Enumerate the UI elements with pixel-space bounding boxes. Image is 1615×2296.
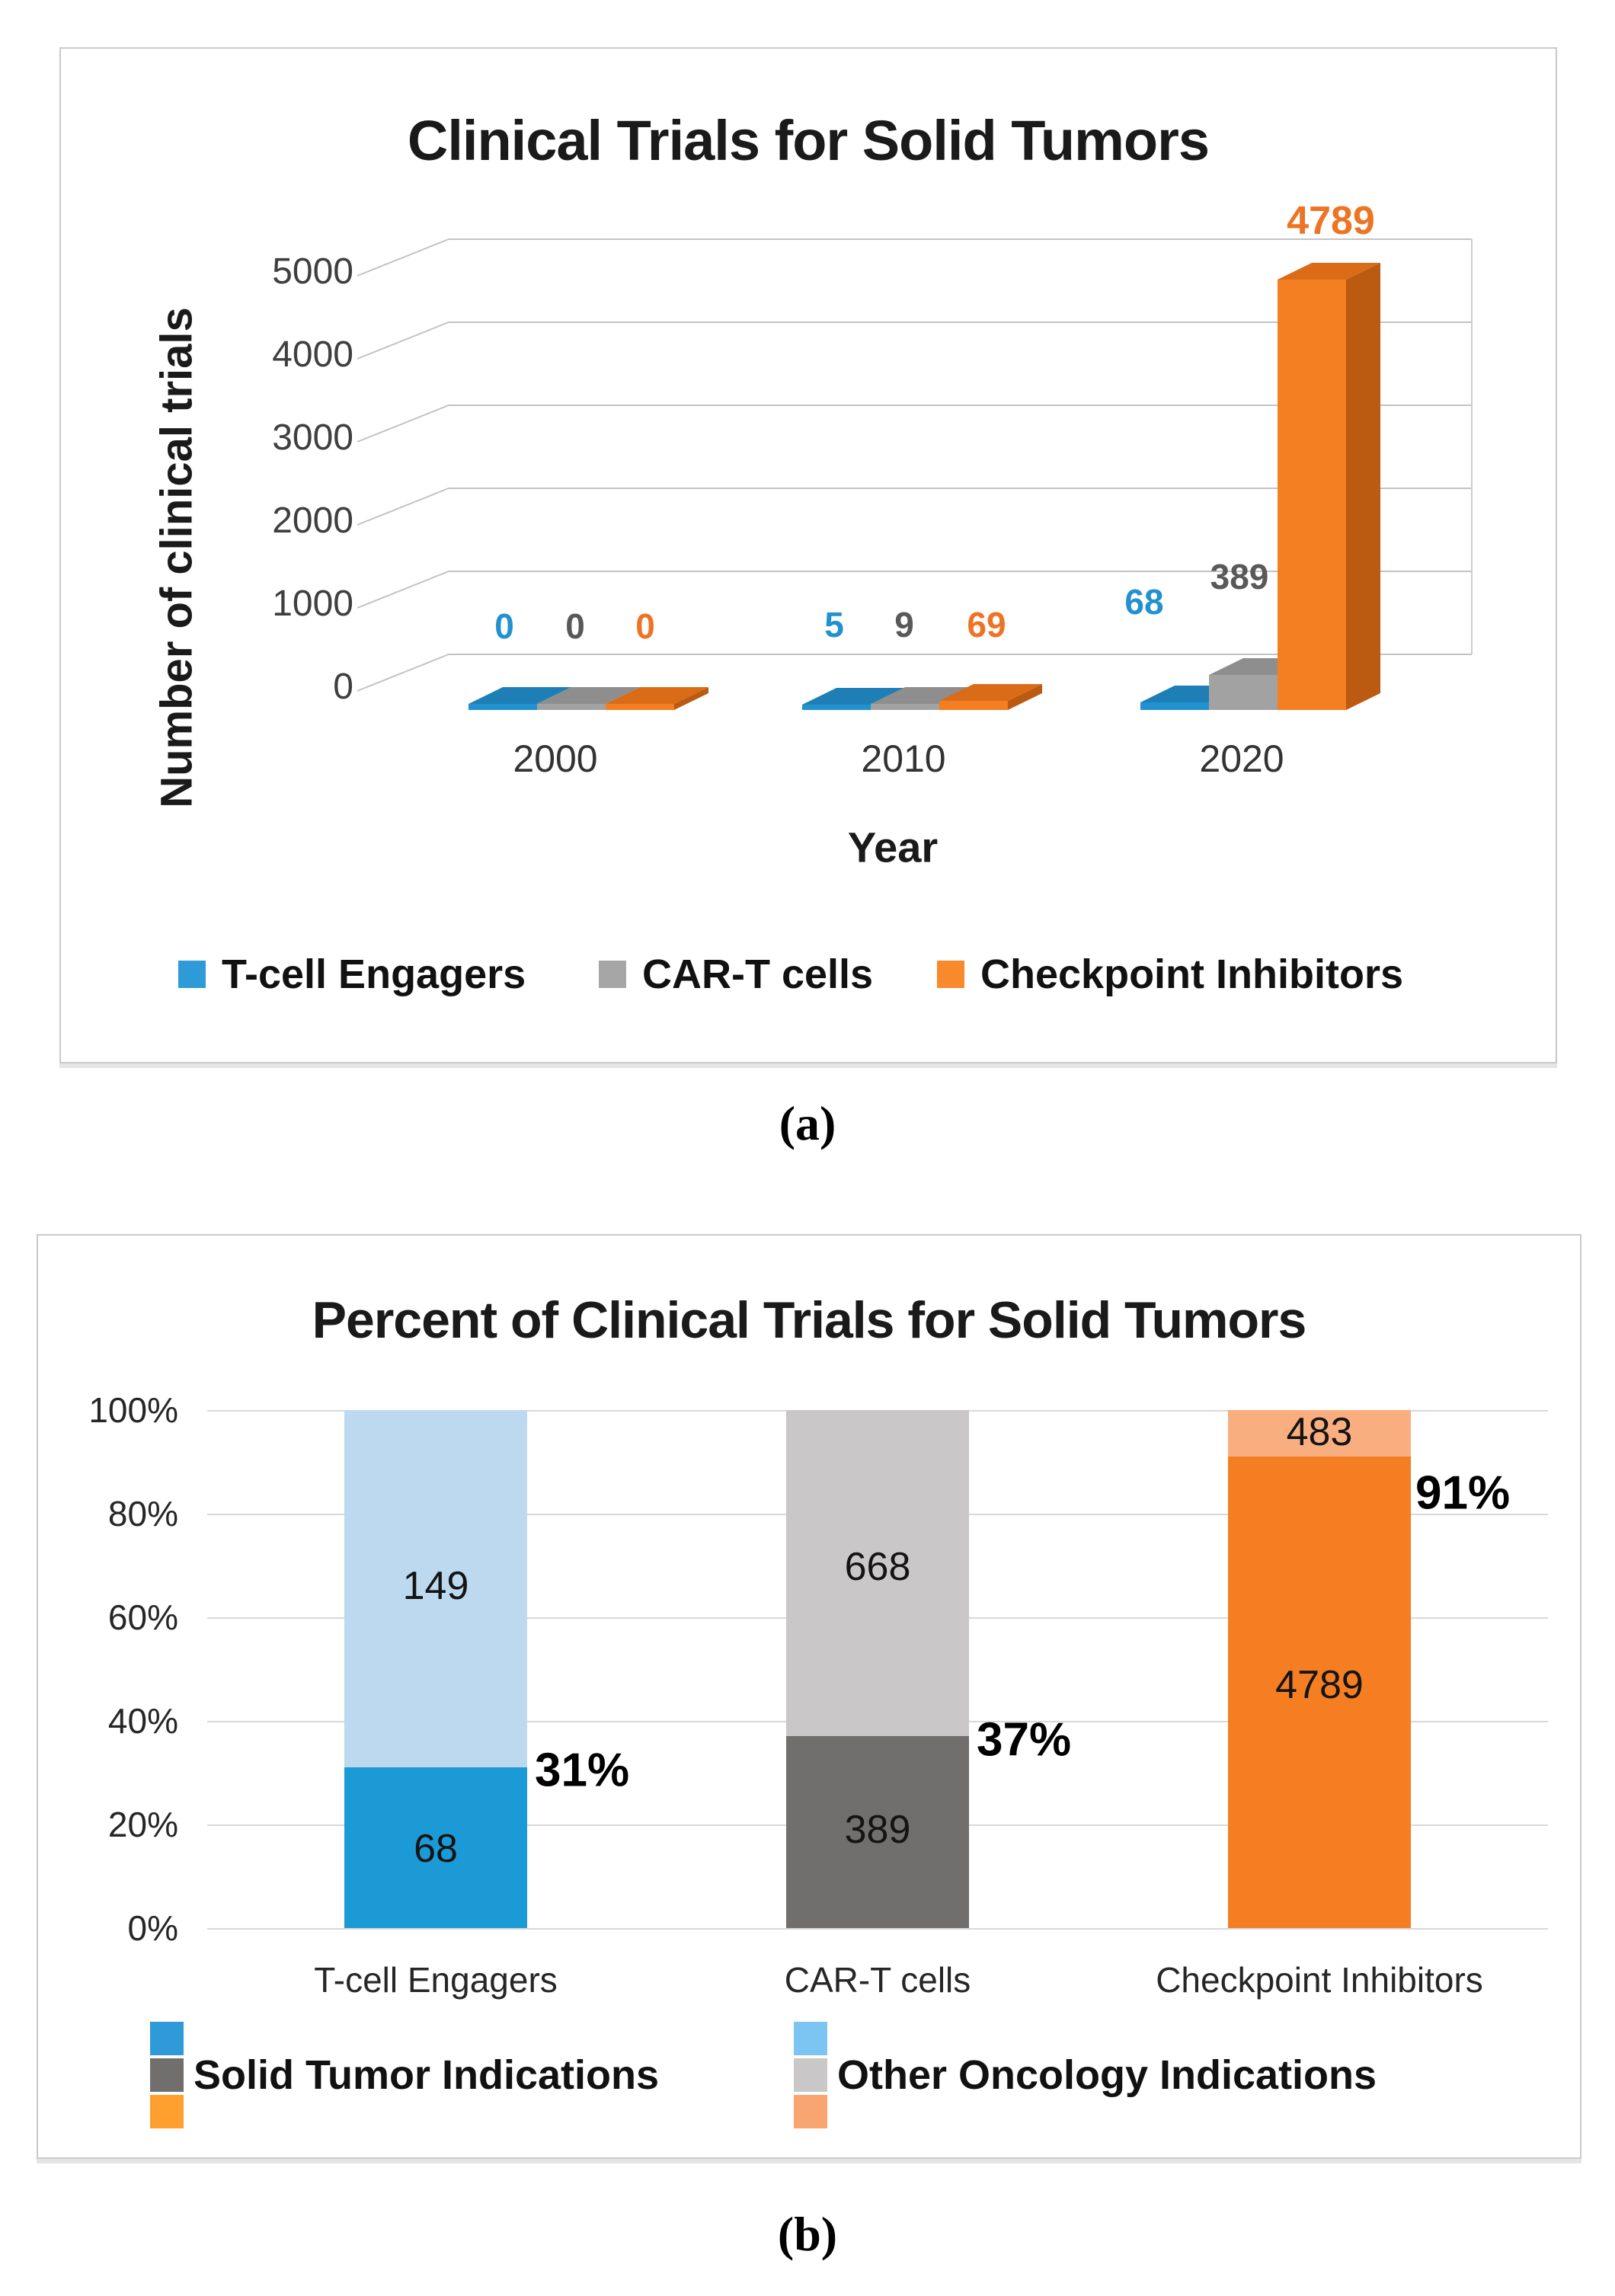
chart-a-title: Clinical Trials for Solid Tumors	[407, 109, 1210, 172]
percent-tcell: 31%	[535, 1744, 630, 1797]
label-2000-tcell: 0	[494, 606, 514, 646]
legend-b-label-other: Other Oncology Indications	[837, 2052, 1377, 2098]
bar-2020-checkpoint	[1278, 263, 1380, 710]
chart-a-gridlines	[357, 238, 1473, 692]
chart-a-xlabel-2020: 2020	[1199, 737, 1284, 780]
percent-cart: 37%	[977, 1713, 1072, 1767]
legend-a-label-cart: CAR-T cells	[642, 951, 874, 997]
chart-a-ytick-5000: 5000	[272, 251, 353, 292]
bar-cart-solid-tumor	[786, 1736, 969, 1928]
legend-b-swatch-other-skyblue	[794, 2022, 827, 2055]
label-2000-checkpoint: 0	[635, 606, 655, 646]
chart-b-ytick-80: 80%	[107, 1494, 178, 1533]
label-2000-cart: 0	[565, 606, 585, 646]
legend-a-swatch-cart	[599, 961, 626, 988]
bar-tcell-solid-tumor	[344, 1767, 527, 1928]
chart-a-ytick-3000: 3000	[272, 417, 353, 458]
chart-a-xlabel-2010: 2010	[861, 737, 946, 780]
bar-2010-checkpoint	[939, 684, 1042, 710]
chart-a-y-axis-title: Number of clinical trials	[152, 307, 202, 808]
legend-b-swatch-solid-blue	[150, 2022, 184, 2055]
bar-2000-checkpoint	[606, 687, 708, 710]
percent-checkpoint: 91%	[1415, 1466, 1511, 1520]
label-2010-checkpoint: 69	[967, 605, 1006, 644]
legend-b-swatch-other-salmon	[794, 2095, 827, 2128]
bar-checkpoint-solid-tumor	[1228, 1457, 1411, 1928]
label-cart-other: 668	[844, 1545, 911, 1589]
legend-b-swatch-solid-orange	[150, 2095, 184, 2128]
caption-b: (b)	[777, 2207, 838, 2261]
chart-a-ytick-1000: 1000	[272, 584, 353, 624]
label-checkpoint-solid: 4789	[1275, 1663, 1364, 1707]
chart-b-ytick-20: 20%	[107, 1805, 178, 1844]
legend-a-swatch-checkpoint	[937, 961, 964, 988]
chart-b-title: Percent of Clinical Trials for Solid Tum…	[312, 1291, 1307, 1349]
chart-b-xlabel-cart: CAR-T cells	[784, 1960, 971, 2000]
label-checkpoint-other: 483	[1286, 1410, 1353, 1454]
panel-chart-a: Clinical Trials for Solid Tumors Number …	[59, 47, 1557, 1063]
chart-b-ytick-100: 100%	[88, 1390, 178, 1430]
legend-a-label-tcell: T-cell Engagers	[222, 951, 526, 997]
legend-b-swatch-solid-gray	[150, 2058, 184, 2092]
label-2010-cart: 9	[894, 605, 914, 644]
caption-a: (a)	[779, 1096, 836, 1150]
bar-tcell-other-oncology	[344, 1410, 527, 1767]
label-cart-solid: 389	[844, 1808, 911, 1852]
chart-a-xlabel-2000: 2000	[513, 737, 598, 780]
chart-a-ytick-4000: 4000	[272, 334, 353, 375]
chart-b-xlabel-checkpoint: Checkpoint Inhibitors	[1156, 1960, 1483, 2000]
label-2020-tcell: 68	[1124, 582, 1164, 622]
legend-b-swatch-other-lightgray	[794, 2058, 827, 2092]
chart-b-gridline-0	[207, 1928, 1548, 1930]
bar-checkpoint-other-oncology	[1228, 1410, 1411, 1457]
chart-a-ytick-2000: 2000	[272, 500, 353, 541]
label-tcell-other: 149	[402, 1564, 469, 1608]
label-2020-checkpoint: 4789	[1287, 199, 1375, 243]
chart-b-ytick-60: 60%	[107, 1597, 178, 1637]
chart-a-3d-plot	[357, 238, 1473, 710]
label-2020-cart: 389	[1210, 557, 1269, 596]
chart-a-x-axis-title: Year	[847, 823, 939, 871]
chart-a-ytick-0: 0	[333, 667, 353, 707]
legend-a-swatch-tcell	[178, 961, 206, 988]
legend-b-label-solid: Solid Tumor Indications	[193, 2052, 660, 2098]
label-2010-tcell: 5	[824, 605, 844, 644]
chart-b-xlabel-tcell: T-cell Engagers	[314, 1960, 558, 2000]
label-tcell-solid: 68	[414, 1827, 458, 1871]
chart-b-ytick-0: 0%	[127, 1908, 178, 1948]
chart-b-ytick-40: 40%	[107, 1701, 178, 1741]
bar-cart-other-oncology	[786, 1410, 969, 1736]
legend-a-label-checkpoint: Checkpoint Inhibitors	[980, 951, 1404, 997]
panel-chart-b: Percent of Clinical Trials for Solid Tum…	[37, 1234, 1581, 2159]
